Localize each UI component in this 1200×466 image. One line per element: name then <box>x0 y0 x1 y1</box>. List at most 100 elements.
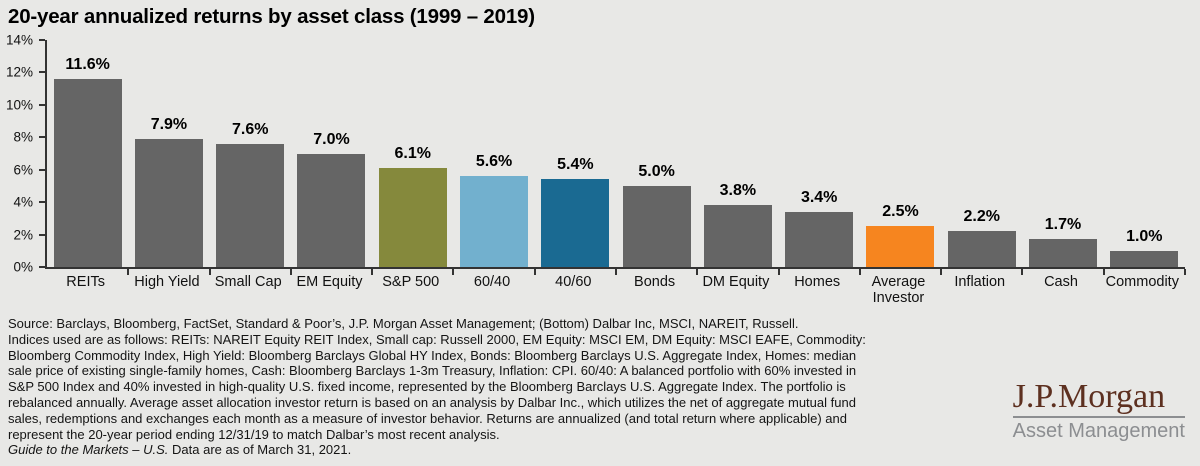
bar-commodity <box>1110 250 1179 267</box>
footnote-line: represent the 20-year period ending 12/3… <box>8 426 500 442</box>
bar-slot-cash: 1.7% <box>1022 40 1105 275</box>
y-tick-label: 2% <box>13 227 33 243</box>
x-tick-mark <box>777 269 780 275</box>
x-tick-mark <box>289 269 292 275</box>
x-tick-mark <box>696 269 699 275</box>
x-tick-mark <box>1021 269 1024 275</box>
x-tick-mark <box>533 269 536 275</box>
y-tick-label: 8% <box>13 129 33 145</box>
bar-s-p-500 <box>378 168 447 267</box>
bar-60-40 <box>460 176 529 267</box>
footnote-line: Bloomberg Commodity Index, High Yield: B… <box>8 347 857 363</box>
bar-homes <box>785 211 854 267</box>
y-tick-label: 0% <box>13 259 33 275</box>
logo-divider-rule <box>1012 416 1185 418</box>
chart-title: 20-year annualized returns by asset clas… <box>8 5 535 28</box>
bar-value-label: 7.0% <box>313 130 350 148</box>
category-label-inflation: Inflation <box>954 274 1006 290</box>
category-axis: REITs High Yield Small Cap EM Equity S&P 500… <box>45 274 1183 306</box>
category-label-homes: Homes <box>794 274 841 290</box>
x-tick-mark <box>452 269 455 275</box>
y-tick-label: 4% <box>13 194 33 210</box>
bar-value-label: 2.5% <box>882 203 919 221</box>
bar-value-label: 2.2% <box>963 208 1000 226</box>
category-label-commodity: Commodity <box>1105 274 1179 290</box>
category-label-high-yield: High Yield <box>134 274 200 290</box>
bar-slot-s-p-500: 6.1% <box>372 40 455 275</box>
y-tick-mark <box>39 201 45 204</box>
x-tick-mark <box>858 269 861 275</box>
bar-slot-dm-equity: 3.8% <box>697 40 780 275</box>
bar-value-label: 3.8% <box>719 182 757 200</box>
bar-value-label: 3.4% <box>800 188 838 206</box>
jpmorgan-logo: J.P.Morgan Asset Management <box>1012 378 1185 442</box>
gtm-italic-text: Guide to the Markets – U.S. <box>8 442 169 458</box>
x-tick-mark <box>127 269 130 275</box>
y-tick-mark <box>39 103 45 106</box>
x-tick-mark <box>1102 269 1105 275</box>
bar-40-60 <box>541 179 610 267</box>
bar-inflation <box>947 231 1016 267</box>
footnote-line: S&P 500 Index and 40% invested in high-q… <box>8 379 846 395</box>
footnote-line: rebalanced annually. Average asset alloc… <box>8 394 856 410</box>
category-label-em-equity: EM Equity <box>296 274 363 290</box>
bar-slot-high-yield: 7.9% <box>128 40 211 275</box>
x-tick-mark <box>371 269 374 275</box>
bar-value-label: 1.7% <box>1044 216 1082 234</box>
bar-slot-small-cap: 7.6% <box>210 40 292 275</box>
bar-high-yield <box>134 138 203 267</box>
category-label-reits: REITs <box>66 274 105 290</box>
y-tick-mark <box>39 136 45 139</box>
bar-slot-average-investor: 2.5% <box>860 40 943 275</box>
y-tick-mark <box>39 71 45 74</box>
bar-dm-equity <box>703 205 772 267</box>
y-tick-mark <box>39 39 45 41</box>
y-tick-label: 12% <box>5 64 33 80</box>
plot-area: 11.6% 7.9% 7.6% 7.0% 6.1% 5.6% 5.4% 5.0% 3.8% 3.4… <box>45 40 1186 275</box>
bar-slot-bonds: 5.0% <box>616 40 699 275</box>
bar-slot-60-40: 5.6% <box>453 40 536 275</box>
bar-value-label: 7.9% <box>150 115 188 133</box>
bar-value-label: 1.0% <box>1126 227 1163 245</box>
footnote-line: sale price of existing single-family hom… <box>8 363 857 379</box>
y-tick-label: 10% <box>5 97 33 113</box>
jpmorgan-brand-text: J.P.Morgan <box>1012 378 1166 415</box>
y-tick-label: 6% <box>13 162 33 178</box>
bar-value-label: 5.4% <box>557 156 594 174</box>
y-tick-label: 14% <box>5 32 33 48</box>
asset-management-text: Asset Management <box>1012 420 1185 442</box>
y-tick-mark <box>39 168 45 171</box>
category-label-small-cap: Small Cap <box>214 274 282 290</box>
bar-em-equity <box>297 153 366 267</box>
footnote-line: Source: Barclays, Bloomberg, FactSet, St… <box>8 316 799 331</box>
footnote-lines: Source: Barclays, Bloomberg, FactSet, St… <box>8 316 1008 442</box>
x-tick-mark <box>940 269 943 275</box>
bar-slot-40-60: 5.4% <box>535 40 617 275</box>
category-label-60-40: 60/40 <box>473 274 511 290</box>
footnote: Source: Barclays, Bloomberg, FactSet, St… <box>8 316 1008 458</box>
bar-slot-homes: 3.4% <box>779 40 861 275</box>
bar-value-label: 5.6% <box>475 153 513 171</box>
gtm-date-text: Data are as of March 31, 2021. <box>168 442 352 458</box>
bar-value-label: 6.1% <box>394 145 431 163</box>
bar-slot-inflation: 2.2% <box>941 40 1024 275</box>
y-tick-mark <box>39 266 45 268</box>
bar-small-cap <box>216 143 285 267</box>
y-tick-mark <box>39 233 45 236</box>
bar-slot-commodity: 1.0% <box>1104 40 1186 275</box>
category-label-cash: Cash <box>1044 274 1078 290</box>
category-label-40-60: 40/60 <box>555 274 592 290</box>
bar-value-label: 11.6% <box>65 55 110 73</box>
bar-value-label: 7.6% <box>231 120 269 138</box>
bar-value-label: 5.0% <box>638 162 675 180</box>
category-label-s-p-500: S&P 500 <box>382 274 440 290</box>
footnote-gtm-line: Guide to the Markets – U.S. Data are as … <box>8 442 1008 458</box>
x-tick-mark <box>614 269 617 275</box>
category-label-bonds: Bonds <box>634 274 676 290</box>
category-label-dm-equity: DM Equity <box>702 274 770 290</box>
bar-slot-reits: 11.6% <box>47 40 130 275</box>
x-tick-mark <box>208 269 211 275</box>
bar-slot-em-equity: 7.0% <box>291 40 374 275</box>
bar-average-investor <box>866 226 935 267</box>
bar-reits <box>53 78 122 267</box>
